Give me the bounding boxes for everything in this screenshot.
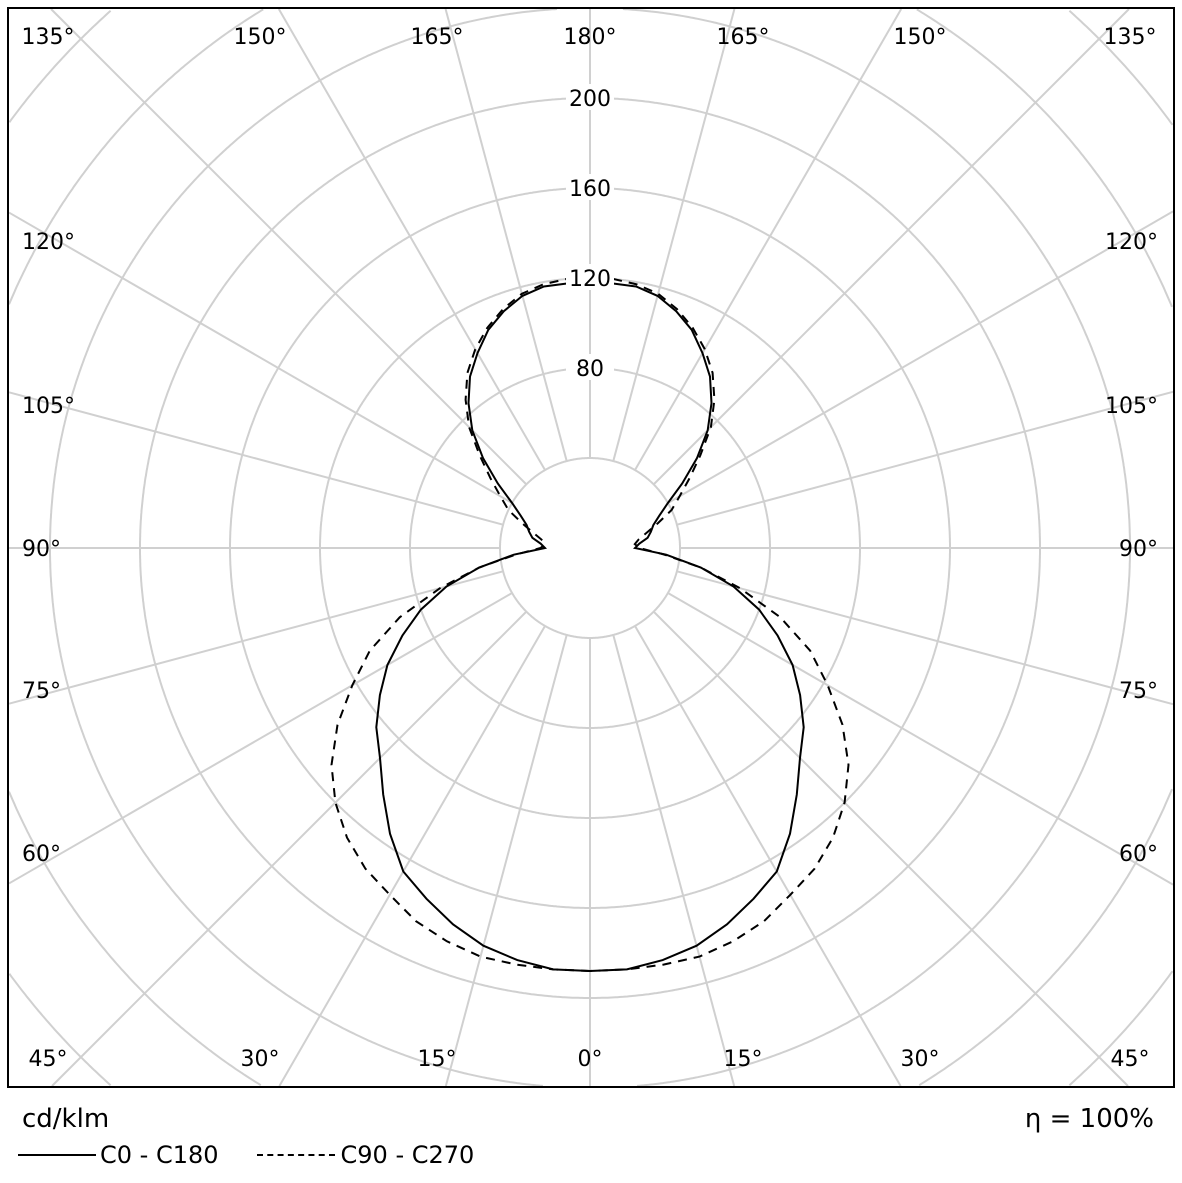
grid-spoke <box>8 211 513 504</box>
angle-label: 30° <box>241 1047 280 1072</box>
grid-circle <box>622 8 1131 1087</box>
radial-tick-label: 80 <box>576 357 604 382</box>
angle-label: 150° <box>234 25 287 50</box>
angle-label: 135° <box>22 25 75 50</box>
angle-label: 120° <box>22 230 75 255</box>
grid-spoke <box>652 610 1129 1087</box>
grid-spoke <box>50 8 528 486</box>
radial-label-bg <box>566 174 614 200</box>
angle-label: 90° <box>22 537 61 562</box>
grid-spoke <box>8 391 504 526</box>
angle-label: 0° <box>578 1047 603 1072</box>
grid-spoke <box>444 634 568 1087</box>
angle-label: 135° <box>1104 25 1157 50</box>
radial-tick-labels: 80 120 160 200 <box>566 84 614 382</box>
angle-label: 75° <box>1119 679 1158 704</box>
grid-circle <box>8 791 262 1087</box>
grid-spoke <box>444 8 568 462</box>
angle-label: 165° <box>411 25 464 50</box>
legend-dashed-swatch <box>256 1154 335 1156</box>
unit-label: cd/klm <box>22 1104 110 1134</box>
angle-label: 105° <box>1105 394 1158 419</box>
grid-spoke <box>667 210 1174 504</box>
grid-circle <box>8 8 264 305</box>
grid-spoke <box>634 625 902 1087</box>
angle-label: 75° <box>22 679 61 704</box>
angle-label: 15° <box>418 1047 457 1072</box>
radial-label-bg <box>566 264 614 290</box>
radial-tick-label: 160 <box>569 177 611 202</box>
legend-label-c0: C0 - C180 <box>100 1141 219 1169</box>
grid-circle <box>1068 970 1174 1086</box>
grid-spoke <box>612 8 736 462</box>
grid-spoke <box>676 390 1174 526</box>
angle-label: 60° <box>1119 842 1158 867</box>
grid-circle <box>499 457 681 639</box>
grid-circle <box>918 788 1173 1087</box>
polar-grid <box>8 8 1174 1087</box>
grid-spoke <box>652 8 1130 486</box>
grid-spoke <box>612 634 736 1087</box>
grid-spoke <box>634 8 903 471</box>
grid-spoke <box>8 570 504 705</box>
angle-label: 45° <box>1111 1047 1150 1072</box>
angle-label: 60° <box>22 842 61 867</box>
angle-label: 105° <box>22 394 75 419</box>
angle-label: 180° <box>564 25 617 50</box>
grid-spoke <box>676 570 1174 706</box>
angle-label: 150° <box>894 25 947 50</box>
grid-circle <box>8 973 112 1086</box>
angle-label: 15° <box>724 1047 763 1072</box>
angle-label: 45° <box>29 1047 68 1072</box>
grid-circle <box>49 8 558 1087</box>
plot-frame <box>7 7 1175 1088</box>
angle-label: 90° <box>1119 537 1158 562</box>
legend-label-c90: C90 - C270 <box>340 1141 475 1169</box>
radial-label-bg <box>566 84 614 110</box>
grid-circle <box>1068 10 1174 126</box>
angle-label: 165° <box>717 25 770 50</box>
efficiency-label: η = 100% <box>1024 1104 1154 1134</box>
grid-circle <box>8 10 112 123</box>
grid-spoke <box>51 610 528 1087</box>
angle-label: 120° <box>1105 230 1158 255</box>
angle-labels: 135° 150° 165° 180° 165° 150° 135° 45° 30° 15° 0° 1… <box>22 25 1159 1072</box>
radial-tick-label: 120 <box>569 267 611 292</box>
grid-spoke <box>278 625 546 1087</box>
legend: C0 - C180 C90 - C270 <box>18 1141 474 1169</box>
legend-solid-swatch <box>18 1154 96 1156</box>
grid-spoke <box>667 592 1174 886</box>
grid-spoke <box>277 8 546 471</box>
radial-label-bg <box>566 354 614 380</box>
grid-spoke <box>8 592 513 885</box>
grid-circle <box>916 8 1173 308</box>
angle-label: 30° <box>901 1047 940 1072</box>
radial-tick-label: 200 <box>569 87 611 112</box>
